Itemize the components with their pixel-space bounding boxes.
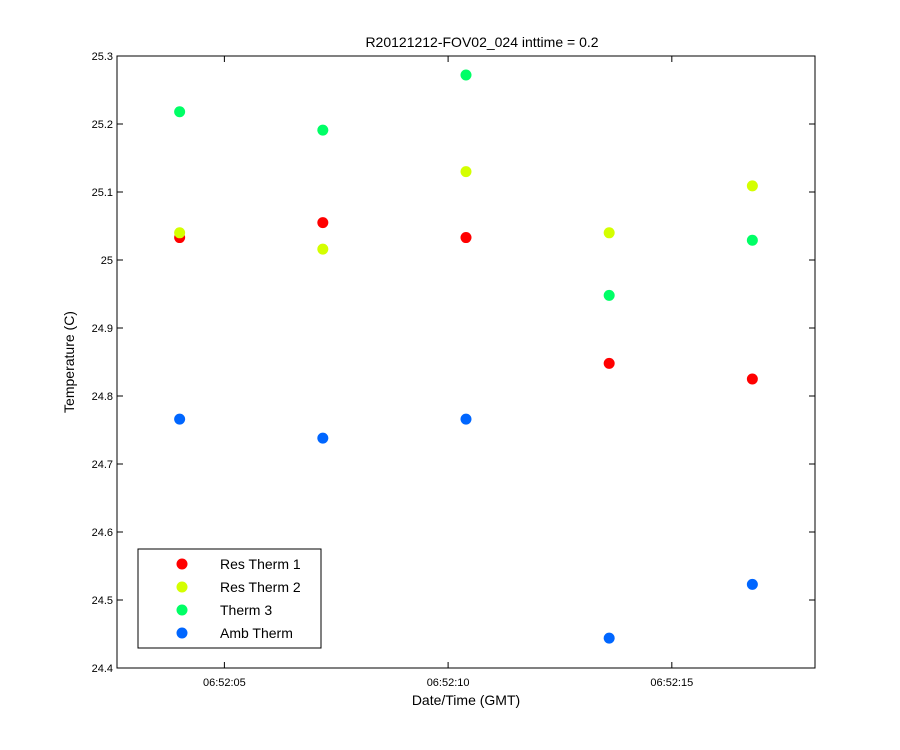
y-tick-label: 24.6 bbox=[92, 527, 113, 539]
data-point bbox=[603, 227, 615, 239]
legend-marker bbox=[176, 627, 188, 639]
series-therm-3 bbox=[174, 69, 758, 301]
x-axis-title: Date/Time (GMT) bbox=[412, 692, 520, 708]
data-point bbox=[460, 232, 472, 244]
data-point bbox=[603, 289, 615, 301]
x-tick-label: 06:52:05 bbox=[203, 677, 246, 689]
y-tick-label: 24.5 bbox=[92, 595, 113, 607]
data-point bbox=[317, 124, 329, 136]
data-point bbox=[174, 106, 186, 118]
data-point bbox=[317, 432, 329, 444]
y-tick-label: 25.1 bbox=[92, 187, 113, 199]
x-tick-label: 06:52:15 bbox=[650, 677, 693, 689]
data-point bbox=[460, 69, 472, 81]
y-tick-label: 25.2 bbox=[92, 119, 113, 131]
legend-label: Amb Therm bbox=[220, 625, 293, 641]
legend-item: Amb Therm bbox=[176, 625, 293, 641]
legend-marker bbox=[176, 604, 188, 616]
x-axis: 06:52:05 06:52:10 06:52:15 bbox=[203, 56, 693, 689]
legend-box bbox=[137, 548, 322, 649]
data-point bbox=[174, 227, 186, 239]
data-points bbox=[174, 69, 758, 644]
legend-marker bbox=[176, 581, 188, 593]
x-tick-label: 06:52:10 bbox=[427, 677, 470, 689]
data-point bbox=[746, 234, 758, 246]
legend-label: Res Therm 2 bbox=[220, 579, 301, 595]
series-res-therm-2 bbox=[174, 166, 758, 255]
series-amb-therm bbox=[174, 413, 758, 644]
data-point bbox=[746, 180, 758, 192]
y-axis: 24.4 24.5 24.6 24.7 24.8 24.9 25 25.1 25.2 25.3 bbox=[92, 51, 815, 675]
data-point bbox=[460, 166, 472, 178]
y-tick-label: 25.3 bbox=[92, 51, 113, 63]
legend: Res Therm 1 Res Therm 2 Therm 3 Amb Therm bbox=[137, 548, 322, 649]
y-tick-label: 24.9 bbox=[92, 323, 113, 335]
data-point bbox=[317, 217, 329, 229]
chart-title: R20121212-FOV02_024 inttime = 0.2 bbox=[365, 34, 598, 50]
legend-item: Therm 3 bbox=[176, 602, 272, 618]
legend-item: Res Therm 2 bbox=[176, 579, 301, 595]
data-point bbox=[746, 373, 758, 385]
y-tick-label: 24.8 bbox=[92, 391, 113, 403]
data-point bbox=[746, 578, 758, 590]
legend-item: Res Therm 1 bbox=[176, 556, 301, 572]
legend-label: Therm 3 bbox=[220, 602, 272, 618]
data-point bbox=[603, 357, 615, 369]
data-point bbox=[460, 413, 472, 425]
legend-marker bbox=[176, 558, 188, 570]
y-tick-label: 25 bbox=[101, 255, 113, 267]
y-axis-title: Temperature (C) bbox=[61, 311, 77, 413]
data-point bbox=[317, 243, 329, 255]
data-point bbox=[174, 413, 186, 425]
y-tick-label: 24.7 bbox=[92, 459, 113, 471]
legend-label: Res Therm 1 bbox=[220, 556, 301, 572]
data-point bbox=[603, 632, 615, 644]
y-tick-label: 24.4 bbox=[92, 663, 113, 675]
